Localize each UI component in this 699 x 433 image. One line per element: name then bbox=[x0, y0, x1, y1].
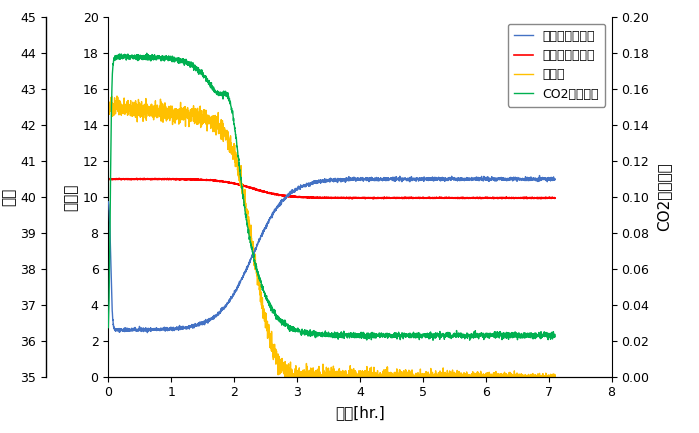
反応熱 bbox=[551, 373, 559, 378]
CO2吸収速度 bbox=[104, 325, 113, 330]
CO2吸収速度 bbox=[143, 51, 151, 56]
リアクター温度 bbox=[369, 196, 377, 201]
ジャケット温度 bbox=[542, 176, 551, 181]
ジャケット温度 bbox=[143, 330, 152, 335]
CO2吸収速度 bbox=[155, 55, 164, 60]
リアクター温度 bbox=[104, 177, 113, 182]
CO2吸収速度 bbox=[275, 318, 284, 323]
CO2吸収速度 bbox=[542, 332, 551, 337]
Legend: ジャケット温度, リアクター温度, 反応熱, CO2吸収速度: ジャケット温度, リアクター温度, 反応熱, CO2吸収速度 bbox=[507, 23, 605, 107]
CO2吸収速度 bbox=[295, 329, 303, 334]
CO2吸収速度 bbox=[494, 332, 503, 337]
Line: 反応熱: 反応熱 bbox=[108, 96, 555, 377]
リアクター温度 bbox=[155, 176, 164, 181]
反応熱 bbox=[104, 110, 113, 115]
ジャケット温度 bbox=[155, 327, 164, 333]
Y-axis label: CO2吸収速度: CO2吸収速度 bbox=[656, 163, 671, 231]
反応熱 bbox=[182, 112, 190, 117]
ジャケット温度 bbox=[295, 185, 303, 191]
Line: リアクター温度: リアクター温度 bbox=[108, 178, 555, 199]
リアクター温度 bbox=[542, 195, 551, 200]
ジャケット温度 bbox=[551, 177, 559, 182]
リアクター温度 bbox=[182, 178, 190, 183]
リアクター温度 bbox=[295, 195, 303, 200]
Line: CO2吸収速度: CO2吸収速度 bbox=[108, 53, 555, 340]
リアクター温度 bbox=[140, 176, 148, 181]
X-axis label: 時間[hr.]: 時間[hr.] bbox=[335, 405, 385, 420]
ジャケット温度 bbox=[535, 173, 544, 178]
リアクター温度 bbox=[275, 192, 284, 197]
Y-axis label: 温度: 温度 bbox=[1, 188, 16, 206]
CO2吸収速度 bbox=[551, 334, 559, 339]
CO2吸収速度 bbox=[182, 57, 190, 62]
反応熱 bbox=[281, 374, 289, 379]
反応熱 bbox=[494, 371, 503, 376]
ジャケット温度 bbox=[182, 324, 190, 330]
CO2吸収速度 bbox=[428, 338, 437, 343]
ジャケット温度 bbox=[104, 199, 113, 204]
反応熱 bbox=[155, 110, 164, 115]
リアクター温度 bbox=[551, 196, 559, 201]
反応熱 bbox=[542, 374, 551, 379]
反応熱 bbox=[295, 365, 303, 371]
Line: ジャケット温度: ジャケット温度 bbox=[108, 175, 555, 333]
リアクター温度 bbox=[494, 195, 503, 200]
反応熱 bbox=[113, 94, 121, 99]
反応熱 bbox=[275, 358, 284, 363]
Y-axis label: 反応熱: 反応熱 bbox=[64, 183, 78, 211]
ジャケット温度 bbox=[275, 204, 284, 209]
ジャケット温度 bbox=[494, 176, 503, 181]
